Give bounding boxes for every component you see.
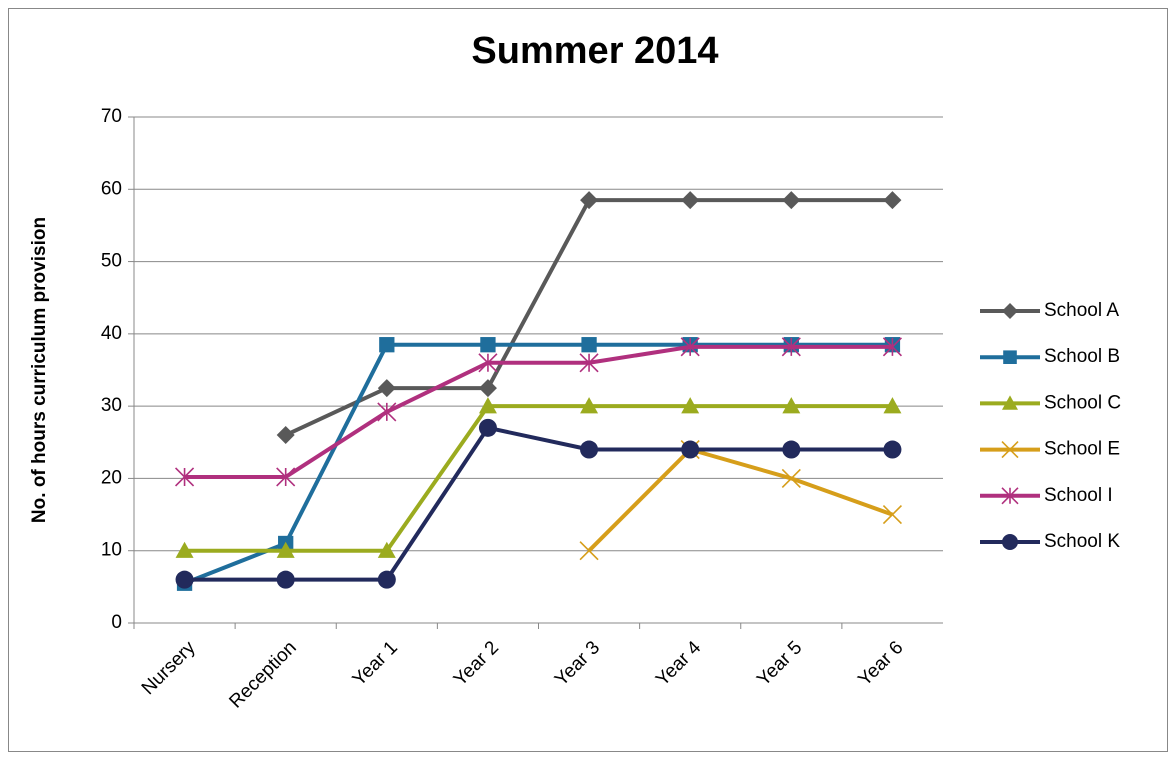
- marker: [579, 353, 599, 373]
- chart-title: Summer 2014: [471, 30, 718, 72]
- marker: [379, 337, 395, 353]
- y-tick-label: 60: [101, 178, 122, 199]
- marker: [478, 397, 497, 414]
- legend-label: School E: [1044, 439, 1120, 460]
- marker: [883, 440, 902, 459]
- marker: [276, 541, 295, 558]
- marker: [175, 541, 194, 558]
- marker: [781, 337, 801, 357]
- marker: [1002, 395, 1018, 410]
- y-tick-label: 0: [111, 612, 122, 633]
- y-tick-label: 20: [101, 467, 122, 488]
- marker: [377, 541, 396, 558]
- marker: [480, 337, 496, 353]
- marker: [1003, 350, 1017, 364]
- y-tick-label: 30: [101, 395, 122, 416]
- marker: [580, 440, 599, 459]
- marker: [377, 402, 397, 422]
- marker: [681, 440, 700, 459]
- legend-label: School I: [1044, 485, 1113, 506]
- legend-label: School C: [1044, 392, 1121, 413]
- marker: [478, 418, 497, 437]
- marker: [1001, 487, 1019, 505]
- y-tick-label: 70: [101, 106, 122, 127]
- legend-label: School B: [1044, 346, 1120, 367]
- marker: [276, 426, 295, 445]
- marker: [883, 191, 902, 210]
- marker: [680, 337, 700, 357]
- marker: [276, 467, 296, 487]
- marker: [478, 353, 498, 373]
- y-tick-label: 50: [101, 251, 122, 272]
- marker: [1002, 534, 1018, 550]
- series-line: [184, 404, 893, 553]
- marker: [1002, 303, 1018, 319]
- marker: [681, 191, 700, 210]
- chart-frame: [8, 8, 1168, 752]
- marker: [782, 397, 801, 414]
- marker: [882, 505, 903, 525]
- marker: [882, 337, 903, 357]
- y-tick-label: 40: [101, 323, 122, 344]
- marker: [175, 570, 194, 589]
- legend-label: School A: [1044, 300, 1119, 321]
- series-line: [184, 344, 893, 479]
- marker: [782, 440, 801, 459]
- marker: [782, 191, 801, 210]
- marker: [478, 379, 497, 398]
- marker: [580, 191, 599, 210]
- series-line: [184, 425, 893, 582]
- marker: [276, 570, 295, 589]
- marker: [377, 570, 396, 589]
- y-tick-label: 10: [101, 540, 122, 561]
- marker: [174, 467, 195, 487]
- marker: [581, 337, 597, 353]
- legend-label: School K: [1044, 531, 1120, 552]
- series-line: [587, 447, 894, 553]
- marker: [579, 541, 599, 561]
- marker: [781, 468, 801, 488]
- series-line: [183, 342, 893, 586]
- marker: [681, 397, 700, 414]
- marker: [377, 379, 396, 398]
- marker: [1001, 441, 1019, 459]
- y-axis-label: No. of hours curriculum provision: [29, 217, 50, 523]
- marker: [883, 397, 902, 414]
- marker: [580, 397, 599, 414]
